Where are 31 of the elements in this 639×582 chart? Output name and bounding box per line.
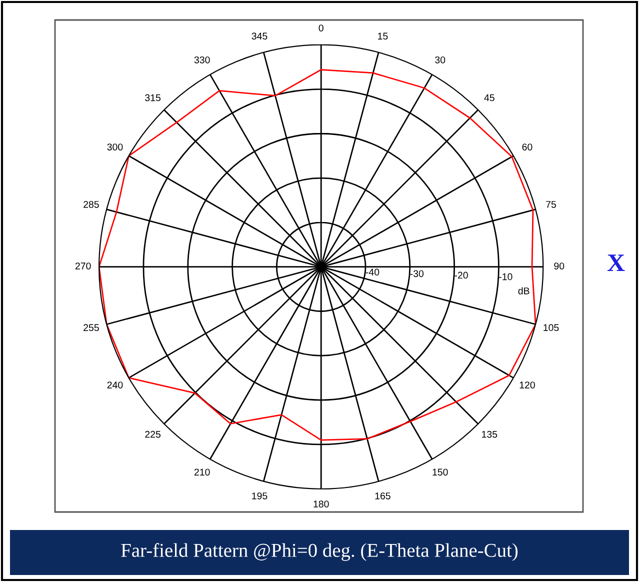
spoke-label: 330 — [194, 56, 210, 64]
y-tick-label: -30 — [410, 270, 424, 278]
spoke-label: 105 — [544, 324, 559, 332]
y-tick-label: -10 — [499, 273, 512, 280]
spoke-label: 0 — [318, 24, 324, 32]
spoke-label: 255 — [84, 324, 99, 332]
spoke-label: 15 — [378, 32, 388, 40]
spoke-label: 300 — [107, 144, 123, 150]
spoke-label: 75 — [546, 201, 556, 208]
spoke-label: 90 — [554, 262, 564, 270]
spoke-label: 345 — [252, 32, 268, 40]
spoke-label: 285 — [84, 200, 99, 208]
spoke-label: 180 — [314, 500, 329, 508]
spoke-label: 45 — [484, 94, 494, 102]
spoke-label: 30 — [435, 56, 446, 64]
y-tick-label: -40 — [366, 268, 380, 276]
spoke-label: 135 — [482, 430, 498, 438]
spoke-label: 120 — [520, 382, 535, 388]
spoke-label: 240 — [107, 382, 123, 388]
spoke-label: 225 — [145, 430, 161, 438]
spoke-label: 270 — [75, 262, 91, 270]
spoke-label: 315 — [145, 94, 161, 102]
spoke-label: 195 — [252, 492, 268, 500]
spoke-label: 165 — [375, 492, 390, 500]
spoke-label: 210 — [194, 468, 210, 476]
text: Far-field Pattern @Phi=0 deg. (E-Theta Plane-Cut) — [121, 543, 518, 561]
spoke-label: 60 — [522, 144, 532, 150]
y-tick-label: -20 — [454, 272, 468, 279]
text: dB — [518, 287, 530, 294]
spoke-label: 150 — [432, 468, 448, 476]
text: X — [607, 254, 625, 272]
